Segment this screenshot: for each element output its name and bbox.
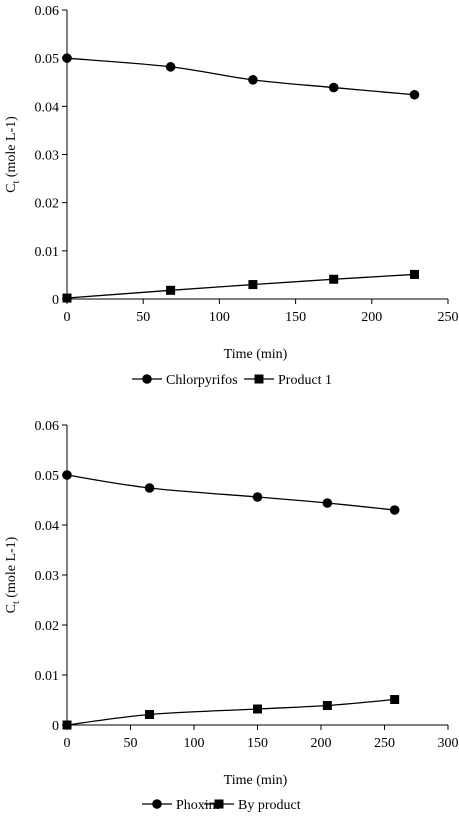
legend-marker-product-1 <box>254 374 264 384</box>
data-point-chlorpyrifos <box>409 89 420 100</box>
data-point-chlorpyrifos <box>248 75 258 85</box>
legend-marker-by-product <box>214 799 224 809</box>
x-tick-label: 150 <box>285 310 306 325</box>
x-tick-label: 150 <box>247 736 268 751</box>
legend-label-phoxim: Phoxim <box>176 798 220 813</box>
x-axis-label: Time (min) <box>224 773 288 788</box>
legend-label-chlorpyrifos: Chlorpyrifos <box>166 373 238 388</box>
data-point-by-product <box>253 704 262 714</box>
series-line-by-product <box>66 698 395 726</box>
y-tick-label: 0.03 <box>35 569 60 584</box>
y-tick-label: 0.05 <box>35 469 60 484</box>
x-tick-label: 250 <box>438 310 459 325</box>
data-point-phoxim <box>322 498 333 508</box>
x-tick-label: 0 <box>64 736 71 751</box>
x-tick-label: 0 <box>64 310 71 325</box>
data-point-chlorpyrifos <box>62 53 72 63</box>
x-tick-label: 200 <box>361 310 382 325</box>
data-point-product-1 <box>62 293 72 303</box>
data-point-product-1 <box>248 280 258 290</box>
y-tick-label: 0.06 <box>35 4 60 19</box>
y-tick-label: 0.01 <box>35 245 60 260</box>
series-line-chlorpyrifos <box>66 57 415 96</box>
y-tick-label: 0.02 <box>35 197 60 212</box>
data-point-phoxim <box>144 483 155 493</box>
data-point-by-product <box>62 720 72 730</box>
legend-label-product-1: Product 1 <box>278 373 332 388</box>
x-tick-label: 50 <box>136 310 150 325</box>
x-tick-label: 100 <box>184 736 205 751</box>
data-point-chlorpyrifos <box>328 82 339 93</box>
data-point-by-product <box>390 695 400 704</box>
data-point-by-product <box>145 710 155 719</box>
data-point-phoxim <box>389 505 400 515</box>
y-tick-label: 0.02 <box>35 619 60 634</box>
legend-marker-chlorpyrifos <box>142 374 152 384</box>
y-axis-label: Ct (mole L-1) <box>4 536 22 613</box>
data-point-product-1 <box>329 274 339 284</box>
legend-marker-phoxim <box>152 799 162 809</box>
y-axis-label: Ct (mole L-1) <box>4 116 22 193</box>
x-axis-label: Time (min) <box>224 347 288 362</box>
chart-phoxim: 0 0.01 0.02 0.03 0.04 0.05 0.06 0 50 100 150 200 250… <box>4 420 459 813</box>
y-tick-label: 0.04 <box>35 519 60 534</box>
data-point-by-product <box>322 701 332 710</box>
y-tick-label: 0.05 <box>35 52 60 67</box>
chart-chlorpyrifos: 0 0.01 0.02 0.03 0.04 0.05 0.06 0 50 100 150 200 250… <box>4 4 459 388</box>
legend-label-by-product: By product <box>238 798 301 813</box>
y-tick-label: 0 <box>52 293 59 308</box>
y-tick-label: 0 <box>52 719 59 734</box>
series-line-phoxim <box>66 474 395 511</box>
data-point-product-1 <box>166 285 176 295</box>
data-point-phoxim <box>62 470 72 480</box>
x-tick-label: 300 <box>438 736 459 751</box>
x-tick-label: 200 <box>311 736 332 751</box>
data-point-phoxim <box>252 492 263 502</box>
data-point-product-1 <box>409 269 419 279</box>
series-line-product-1 <box>66 273 415 299</box>
x-tick-label: 100 <box>209 310 230 325</box>
x-tick-label: 250 <box>374 736 395 751</box>
y-tick-label: 0.01 <box>35 669 60 684</box>
data-point-chlorpyrifos <box>165 62 176 72</box>
y-tick-label: 0.06 <box>35 420 60 434</box>
y-tick-label: 0.03 <box>35 149 60 164</box>
y-tick-label: 0.04 <box>35 100 60 115</box>
x-tick-label: 50 <box>124 736 138 751</box>
